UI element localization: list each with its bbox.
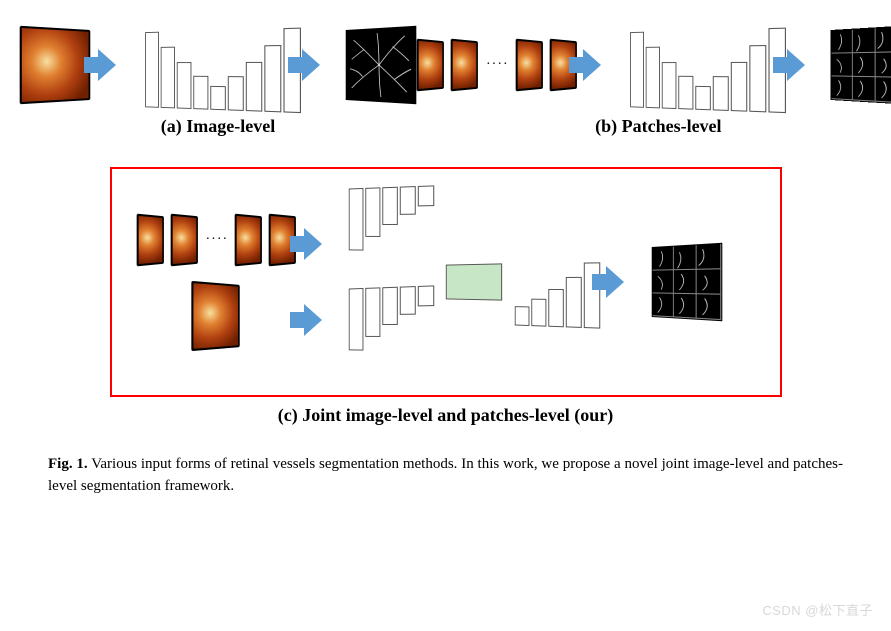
output-b [830, 26, 891, 104]
patch-b3 [515, 39, 542, 92]
figure-caption: Fig. 1. Various input forms of retinal v… [20, 454, 871, 498]
arrow-b2 [791, 49, 819, 81]
label-a: (a) Image-level [161, 116, 275, 137]
patch-b1 [417, 39, 444, 92]
decoder-c [515, 235, 600, 328]
panel-b: ···· (b) Patch [416, 20, 891, 137]
output-c [652, 243, 723, 321]
arrow-a1 [102, 49, 130, 81]
panel-b-content: ···· [416, 20, 891, 110]
patch-c3 [235, 214, 262, 267]
dual-encoders [346, 187, 434, 377]
arrow-c3 [610, 266, 638, 298]
patch-c2 [170, 214, 197, 267]
dots-c: ···· [204, 232, 231, 248]
retina-full-c [191, 281, 239, 351]
patches-c: ···· [136, 215, 299, 265]
patches-b: ···· [416, 40, 579, 90]
arrows-c-in [308, 228, 336, 336]
panel-a-content [20, 20, 416, 110]
watermark: CSDN @松下直子 [762, 600, 873, 619]
encoder-top [349, 185, 434, 278]
arrow-c2 [308, 304, 336, 336]
unet-b [630, 17, 786, 113]
retina-full-a [20, 26, 91, 104]
label-c: (c) Joint image-level and patches-level … [20, 405, 871, 426]
patch-c1 [136, 214, 163, 267]
unet-a [145, 17, 301, 113]
fusion-block [446, 263, 502, 300]
dots-b: ···· [484, 57, 511, 73]
caption-prefix: Fig. 1. [48, 456, 88, 472]
arrow-a2 [306, 49, 334, 81]
arrow-b1 [587, 49, 615, 81]
arrow-c1 [308, 228, 336, 260]
patch-b2 [451, 39, 478, 92]
output-a [346, 26, 417, 104]
top-row: (a) Image-level ···· [20, 20, 871, 137]
caption-text: Various input forms of retinal vessels s… [48, 456, 843, 494]
inputs-c: ···· [136, 215, 299, 349]
label-b: (b) Patches-level [595, 116, 721, 137]
encoder-bottom [349, 285, 434, 378]
panel-a: (a) Image-level [20, 20, 416, 137]
panel-c-box: ···· [110, 167, 782, 397]
